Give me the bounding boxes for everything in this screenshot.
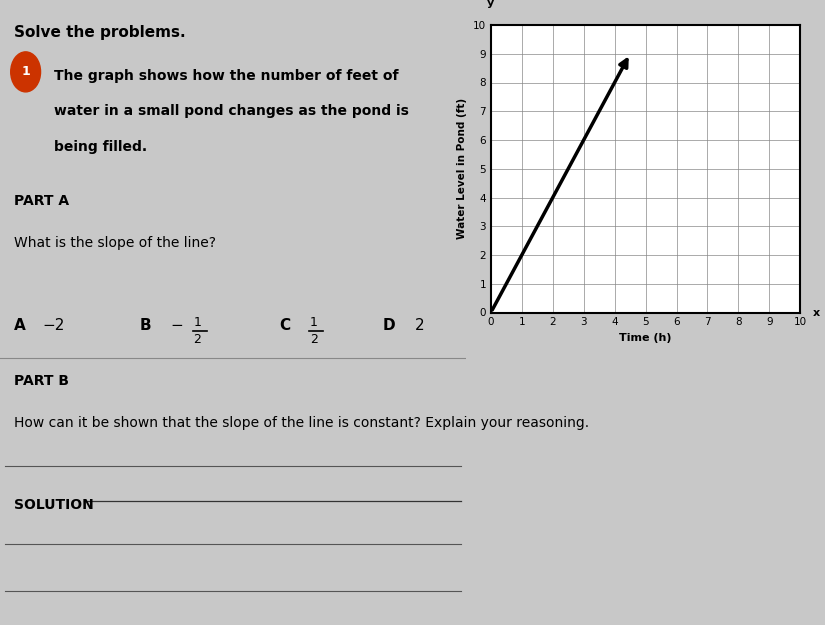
Circle shape <box>11 52 40 92</box>
Text: 2: 2 <box>415 318 425 332</box>
Text: y: y <box>488 0 494 8</box>
Text: −2: −2 <box>42 318 64 332</box>
Text: 1: 1 <box>310 316 318 329</box>
Text: PART B: PART B <box>14 374 69 388</box>
Text: SOLUTION: SOLUTION <box>14 498 94 511</box>
X-axis label: Time (h): Time (h) <box>620 333 672 343</box>
Text: 1: 1 <box>193 316 201 329</box>
Text: D: D <box>382 318 395 332</box>
Y-axis label: Water Level in Pond (ft): Water Level in Pond (ft) <box>457 98 467 239</box>
Text: 2: 2 <box>193 333 201 346</box>
Text: PART A: PART A <box>14 194 69 208</box>
Text: 2: 2 <box>310 333 318 346</box>
Text: Solve the problems.: Solve the problems. <box>14 25 186 40</box>
Text: −: − <box>170 318 183 332</box>
Text: How can it be shown that the slope of the line is constant? Explain your reasoni: How can it be shown that the slope of th… <box>14 416 589 430</box>
Text: x: x <box>813 308 820 318</box>
Text: The graph shows how the number of feet of: The graph shows how the number of feet o… <box>54 69 398 82</box>
Text: being filled.: being filled. <box>54 140 147 154</box>
Text: A: A <box>14 318 26 332</box>
Text: water in a small pond changes as the pond is: water in a small pond changes as the pon… <box>54 104 408 118</box>
Text: What is the slope of the line?: What is the slope of the line? <box>14 236 216 250</box>
Text: C: C <box>280 318 290 332</box>
Text: B: B <box>139 318 152 332</box>
Text: 1: 1 <box>21 66 30 78</box>
